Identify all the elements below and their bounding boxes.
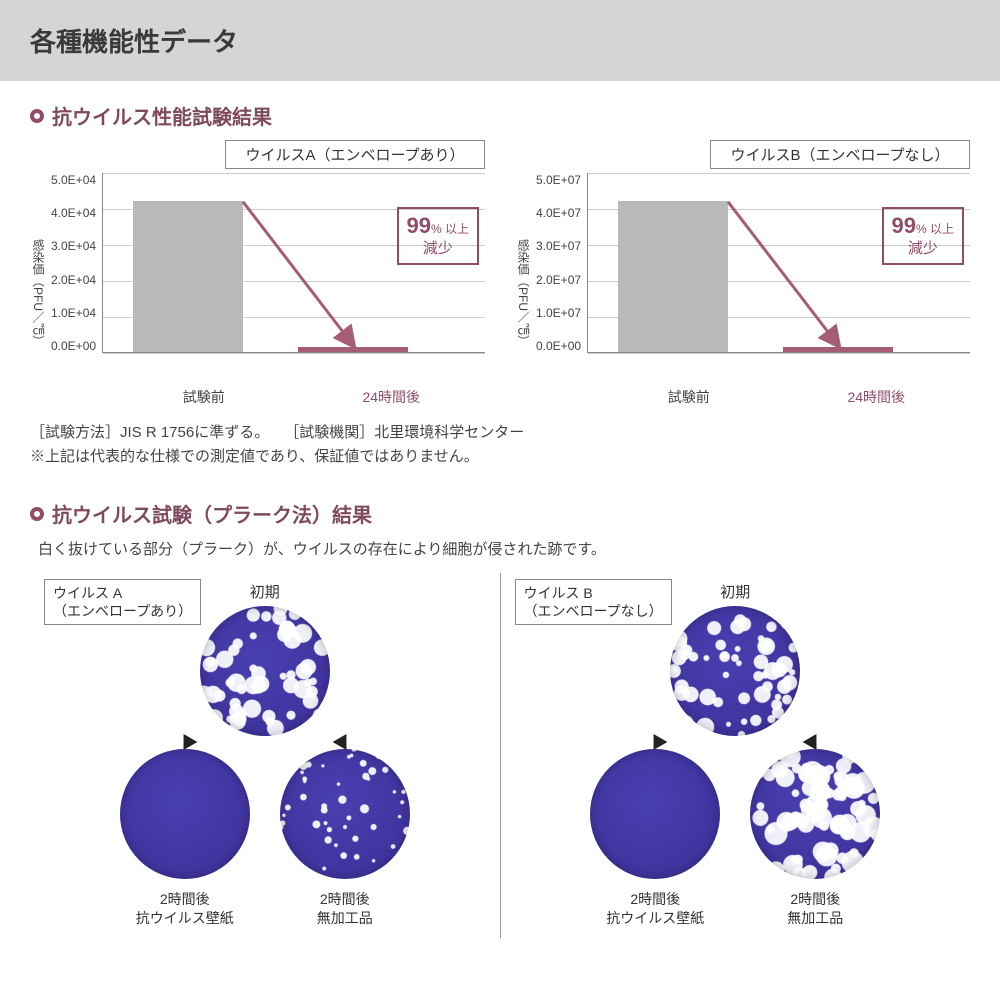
plaque-row: ウイルス A（エンベロープあり）初期2時間後抗ウイルス壁紙2時間後無加工品ウイル… <box>30 573 970 938</box>
dish-result: 2時間後抗ウイルス壁紙 <box>590 749 720 928</box>
dish-caption: 2時間後無加工品 <box>750 890 880 928</box>
plaque-virus-label: ウイルス B（エンベロープなし） <box>515 579 672 625</box>
dish-result: 2時間後無加工品 <box>280 749 410 928</box>
section2-title-row: 抗ウイルス試験（プラーク法）結果 <box>30 499 970 528</box>
plaque-panel: ウイルス B（エンベロープなし）初期2時間後抗ウイルス壁紙2時間後無加工品 <box>501 573 971 938</box>
petri-dish <box>590 749 720 879</box>
petri-dish <box>750 749 880 879</box>
reduction-badge: 99% 以上減少 <box>882 207 965 265</box>
section1-title: 抗ウイルス性能試験結果 <box>52 101 272 130</box>
chart-ylabel: 感染価（PFU／㎠） <box>30 173 51 383</box>
reduction-arrow <box>103 173 433 353</box>
chart: ウイルスB（エンベロープなし） 感染価（PFU／㎠）5.0E+074.0E+073… <box>515 140 970 407</box>
petri-dish <box>670 606 800 736</box>
charts-row: ウイルスA（エンベロープあり）感染価（PFU／㎠）5.0E+044.0E+043… <box>30 140 970 407</box>
chart-xlabels: 試験前24時間後 <box>515 387 970 407</box>
petri-dish <box>120 749 250 879</box>
page-header: 各種機能性データ <box>0 0 1000 81</box>
chart-ylabel: 感染価（PFU／㎠） <box>515 173 536 383</box>
plaque-panel: ウイルス A（エンベロープあり）初期2時間後抗ウイルス壁紙2時間後無加工品 <box>30 573 501 938</box>
dish-caption: 2時間後抗ウイルス壁紙 <box>590 890 720 928</box>
chart-plot: 99% 以上減少 <box>587 173 970 353</box>
plaque-virus-label: ウイルス A（エンベロープあり） <box>44 579 201 625</box>
chart: ウイルスA（エンベロープあり） 感染価（PFU／㎠）5.0E+044.0E+043… <box>30 140 485 407</box>
bullet-icon <box>30 109 44 123</box>
section1-title-row: 抗ウイルス性能試験結果 <box>30 101 970 130</box>
dish-result: 2時間後抗ウイルス壁紙 <box>120 749 250 928</box>
chart-plot: 99% 以上減少 <box>102 173 485 353</box>
chart-title: ウイルスA（エンベロープあり） <box>225 140 485 169</box>
dish-caption: 2時間後抗ウイルス壁紙 <box>120 890 250 928</box>
page-title: 各種機能性データ <box>30 27 238 57</box>
reduction-arrow <box>588 173 918 353</box>
reduction-badge: 99% 以上減少 <box>397 207 480 265</box>
petri-dish <box>280 749 410 879</box>
chart-title: ウイルスB（エンベロープなし） <box>710 140 970 169</box>
dish-result: 2時間後無加工品 <box>750 749 880 928</box>
section1-notes: ［試験方法］JIS R 1756に準ずる。 ［試験機関］北里環境科学センター※上… <box>30 421 970 469</box>
section-plaque: 抗ウイルス試験（プラーク法）結果 白く抜けている部分（プラーク）が、ウイルスの存… <box>0 479 1000 948</box>
section2-desc: 白く抜けている部分（プラーク）が、ウイルスの存在により細胞が侵された跡です。 <box>38 538 970 559</box>
chart-xlabels: 試験前24時間後 <box>30 387 485 407</box>
chart-yticks: 5.0E+044.0E+043.0E+042.0E+041.0E+040.0E+… <box>51 173 102 353</box>
chart-yticks: 5.0E+074.0E+073.0E+072.0E+071.0E+070.0E+… <box>536 173 587 353</box>
bullet-icon <box>30 507 44 521</box>
dish-caption: 2時間後無加工品 <box>280 890 410 928</box>
section2-title: 抗ウイルス試験（プラーク法）結果 <box>52 499 372 528</box>
petri-dish <box>200 606 330 736</box>
section-antivirus-performance: 抗ウイルス性能試験結果 ウイルスA（エンベロープあり）感染価（PFU／㎠）5.0… <box>0 81 1000 479</box>
